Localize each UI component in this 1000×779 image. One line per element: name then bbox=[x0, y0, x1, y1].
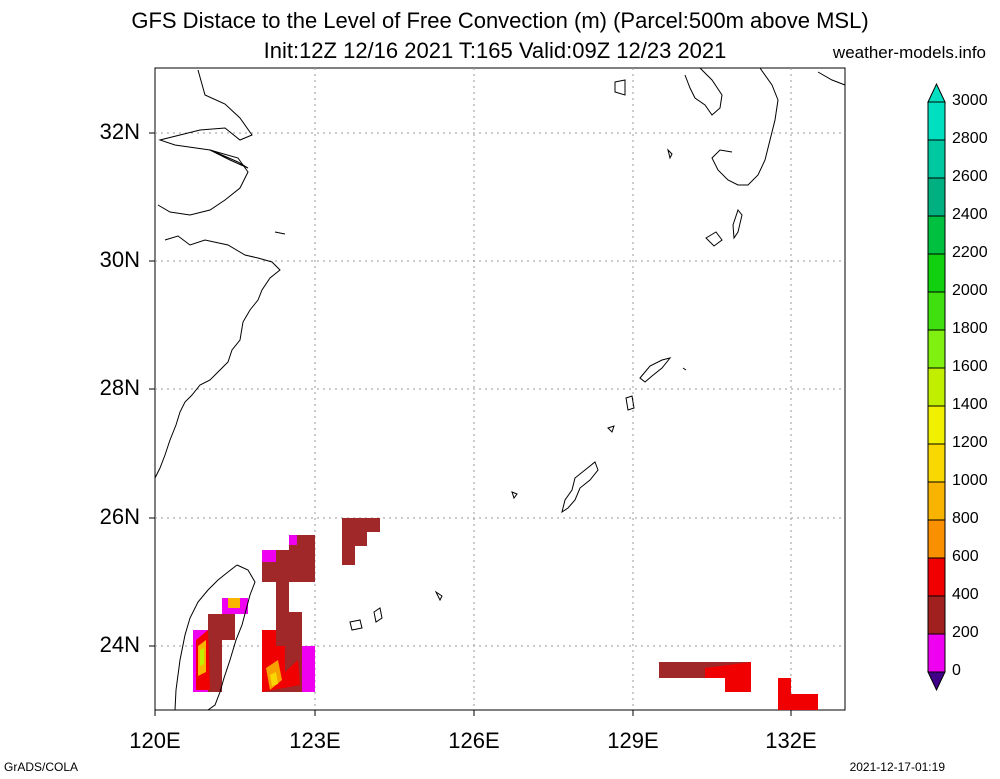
colorbar-label: 1200 bbox=[952, 434, 988, 451]
colorbar-label: 0 bbox=[952, 662, 961, 679]
colorbar-bottom-arrow bbox=[927, 671, 946, 692]
colorbar-swatch bbox=[927, 595, 946, 635]
colorbar-swatch bbox=[927, 557, 946, 597]
colorbar-swatch bbox=[927, 215, 946, 255]
colorbar-label: 2400 bbox=[952, 206, 988, 223]
lat-label-26n: 26N bbox=[99, 504, 140, 529]
map-title: GFS Distace to the Level of Free Convect… bbox=[131, 8, 869, 33]
tick-marks bbox=[149, 132, 792, 716]
colorbar-label: 1400 bbox=[952, 396, 988, 413]
colorbar-label: 1000 bbox=[952, 472, 988, 489]
lat-label-24n: 24N bbox=[99, 632, 140, 657]
lon-label-126e: 126E bbox=[448, 728, 500, 753]
colorbar-swatch bbox=[927, 139, 946, 179]
colorbar-label: 600 bbox=[952, 548, 979, 565]
colorbar-swatch bbox=[927, 101, 946, 141]
colorbar-swatch bbox=[927, 291, 946, 331]
lat-label-28n: 28N bbox=[99, 375, 140, 400]
colorbar-label: 2600 bbox=[952, 168, 988, 185]
colorbar-swatch bbox=[927, 367, 946, 407]
colorbar-label: 2800 bbox=[952, 130, 988, 147]
lon-label-123e: 123E bbox=[289, 728, 341, 753]
lat-label-32n: 32N bbox=[99, 119, 140, 144]
lon-label-120e: 120E bbox=[129, 728, 181, 753]
colorbar bbox=[927, 82, 946, 692]
colorbar-top-arrow bbox=[927, 82, 946, 103]
colorbar-label: 200 bbox=[952, 624, 979, 641]
colorbar-swatch bbox=[927, 329, 946, 369]
lat-label-30n: 30N bbox=[99, 247, 140, 272]
site-credit: weather-models.info bbox=[832, 43, 986, 62]
colorbar-label: 2200 bbox=[952, 244, 988, 261]
footer-timestamp: 2021-12-17-01:19 bbox=[849, 760, 945, 774]
map-subtitle: Init:12Z 12/16 2021 T:165 Valid:09Z 12/2… bbox=[263, 38, 727, 63]
colorbar-swatch bbox=[927, 405, 946, 445]
colorbar-label: 2000 bbox=[952, 282, 988, 299]
colorbar-label: 400 bbox=[952, 586, 979, 603]
colorbar-label: 1600 bbox=[952, 358, 988, 375]
colorbar-swatch bbox=[927, 253, 946, 293]
colorbar-swatch bbox=[927, 519, 946, 559]
colorbar-swatch bbox=[927, 481, 946, 521]
coastlines bbox=[154, 67, 846, 711]
lfc-shading bbox=[193, 518, 818, 710]
colorbar-label: 1800 bbox=[952, 320, 988, 337]
lon-label-129e: 129E bbox=[607, 728, 659, 753]
colorbar-swatch bbox=[927, 633, 946, 673]
colorbar-swatch bbox=[927, 177, 946, 217]
lon-label-132e: 132E bbox=[765, 728, 817, 753]
colorbar-swatch bbox=[927, 443, 946, 483]
colorbar-label: 800 bbox=[952, 510, 979, 527]
footer-credit: GrADS/COLA bbox=[4, 760, 79, 774]
colorbar-label: 3000 bbox=[952, 92, 988, 109]
